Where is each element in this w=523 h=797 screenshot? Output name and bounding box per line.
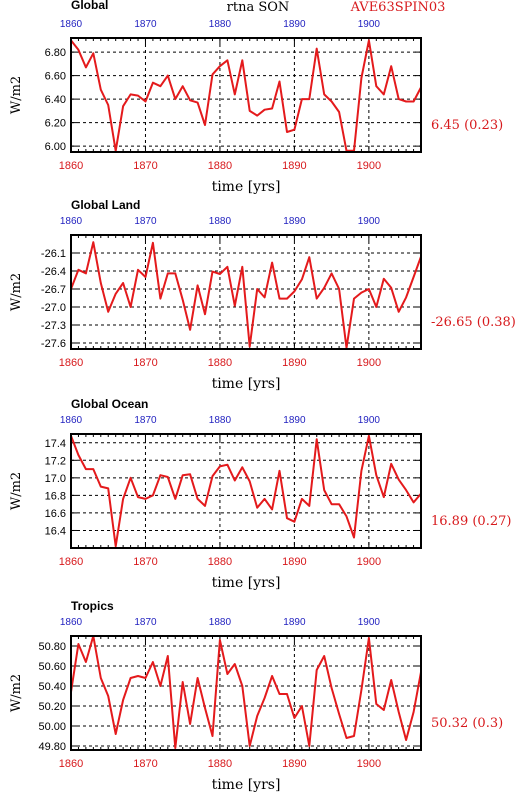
plot-frame xyxy=(70,635,422,751)
top-x-tick-label: 1860 xyxy=(60,216,83,227)
y-tick-label: -26.1 xyxy=(41,248,66,260)
top-x-tick-label: 1880 xyxy=(209,19,232,30)
x-tick-label: 1860 xyxy=(59,357,83,369)
series-line xyxy=(70,39,422,152)
top-x-tick-label: 1890 xyxy=(283,19,306,30)
x-tick-label: 1890 xyxy=(282,758,306,770)
x-axis-label: time [yrs] xyxy=(212,575,281,591)
top-x-tick-label: 1890 xyxy=(283,216,306,227)
x-tick-label: 1900 xyxy=(357,556,381,568)
top-x-tick-label: 1870 xyxy=(134,415,157,426)
y-tick-label: 6.40 xyxy=(45,94,66,106)
x-tick-label: 1900 xyxy=(357,160,381,172)
y-tick-label: 6.80 xyxy=(45,47,66,59)
plot-frame xyxy=(70,433,422,549)
top-x-tick-label: 1880 xyxy=(209,617,232,628)
y-tick-label: 49.80 xyxy=(38,741,66,753)
y-axis-label: W/m2 xyxy=(9,674,24,712)
panel-1: Global Land 1860 1870 1880 1890 1900 -27.6 -27.… xyxy=(9,198,516,392)
x-tick-label: 1880 xyxy=(208,160,232,172)
y-tick-label: 6.60 xyxy=(45,71,66,83)
stats-annotation: -26.65 (0.38) xyxy=(431,315,516,330)
top-x-tick-label: 1890 xyxy=(283,415,306,426)
y-tick-label: 50.40 xyxy=(38,681,66,693)
y-tick-label: 50.60 xyxy=(38,661,66,673)
series-line xyxy=(70,635,422,749)
y-tick-label: 17.2 xyxy=(45,455,66,467)
plot-frame xyxy=(70,37,422,153)
plot-frame xyxy=(70,234,422,350)
top-x-tick-label: 1870 xyxy=(134,19,157,30)
header-left-label: Global xyxy=(71,0,108,12)
panel-title: Global Land xyxy=(71,198,140,212)
header-center-label: rtna SON xyxy=(227,0,290,15)
panel-3: Tropics 1860 1870 1880 1890 1900 49.80 50.00 50.… xyxy=(9,599,503,793)
y-tick-label: 50.20 xyxy=(38,701,66,713)
top-x-tick-label: 1870 xyxy=(134,617,157,628)
y-tick-label: 16.8 xyxy=(45,490,66,502)
y-tick-label: -27.6 xyxy=(41,338,66,350)
panel-title: Tropics xyxy=(71,599,114,613)
top-x-tick-label: 1860 xyxy=(60,415,83,426)
panel-2: Global Ocean 1860 1870 1880 1890 1900 16.4 16.6… xyxy=(9,397,511,591)
x-axis-label: time [yrs] xyxy=(212,777,281,793)
stats-annotation: 16.89 (0.27) xyxy=(431,514,511,529)
series-line xyxy=(70,434,422,548)
y-tick-label: 50.80 xyxy=(38,641,66,653)
y-axis-label: W/m2 xyxy=(9,273,24,311)
x-tick-label: 1890 xyxy=(282,357,306,369)
x-axis-label: time [yrs] xyxy=(212,179,281,195)
x-tick-label: 1900 xyxy=(357,357,381,369)
y-tick-label: 17.0 xyxy=(45,473,66,485)
y-tick-label: 50.00 xyxy=(38,721,66,733)
top-x-tick-label: 1900 xyxy=(358,617,381,628)
x-tick-label: 1880 xyxy=(208,758,232,770)
y-tick-label: 6.20 xyxy=(45,118,66,130)
y-tick-label: -26.7 xyxy=(41,284,66,296)
top-x-tick-label: 1900 xyxy=(358,216,381,227)
stats-annotation: 6.45 (0.23) xyxy=(431,118,503,133)
x-tick-label: 1890 xyxy=(282,160,306,172)
x-tick-label: 1870 xyxy=(133,758,157,770)
top-x-tick-label: 1900 xyxy=(358,19,381,30)
y-tick-label: 17.4 xyxy=(45,438,66,450)
top-x-tick-label: 1860 xyxy=(60,19,83,30)
y-tick-label: 16.6 xyxy=(45,508,66,520)
x-tick-label: 1880 xyxy=(208,556,232,568)
top-x-tick-label: 1870 xyxy=(134,216,157,227)
x-tick-label: 1860 xyxy=(59,758,83,770)
y-axis-label: W/m2 xyxy=(9,76,24,114)
x-tick-label: 1890 xyxy=(282,556,306,568)
stats-annotation: 50.32 (0.3) xyxy=(431,716,503,731)
panel-0: 1860 1870 1880 1890 1900 6.00 6.20 6.40 6.60 6.80… xyxy=(9,19,503,195)
y-axis-label: W/m2 xyxy=(9,472,24,510)
x-tick-label: 1900 xyxy=(357,758,381,770)
x-tick-label: 1860 xyxy=(59,556,83,568)
top-x-tick-label: 1880 xyxy=(209,415,232,426)
y-tick-label: 16.4 xyxy=(45,525,66,537)
panel-title: Global Ocean xyxy=(71,397,148,411)
x-tick-label: 1870 xyxy=(133,357,157,369)
y-tick-label: 6.00 xyxy=(45,141,66,153)
series-line xyxy=(70,241,422,349)
header-right-label: AVE63SPIN03 xyxy=(350,0,446,15)
top-x-tick-label: 1890 xyxy=(283,617,306,628)
y-tick-label: -26.4 xyxy=(41,266,66,278)
x-tick-label: 1880 xyxy=(208,357,232,369)
x-tick-label: 1870 xyxy=(133,160,157,172)
x-tick-label: 1870 xyxy=(133,556,157,568)
top-x-tick-label: 1900 xyxy=(358,415,381,426)
x-axis-label: time [yrs] xyxy=(212,376,281,392)
top-x-tick-label: 1860 xyxy=(60,617,83,628)
y-tick-label: -27.0 xyxy=(41,302,66,314)
x-tick-label: 1860 xyxy=(59,160,83,172)
top-x-tick-label: 1880 xyxy=(209,216,232,227)
y-tick-label: -27.3 xyxy=(41,320,66,332)
